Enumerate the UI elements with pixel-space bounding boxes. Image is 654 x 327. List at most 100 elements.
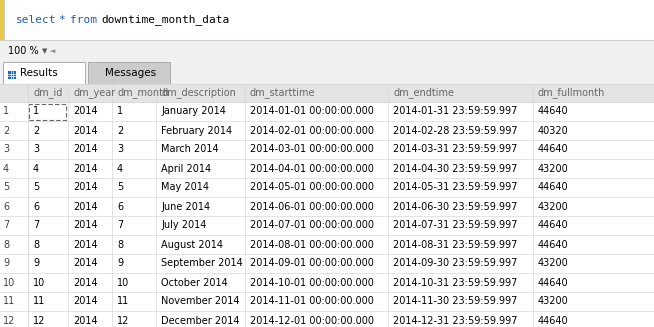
Text: dm_endtime: dm_endtime [393, 88, 454, 98]
Bar [0, 197, 654, 216]
Text: 2014: 2014 [73, 145, 97, 154]
Bar [8, 71, 16, 79]
Text: 40320: 40320 [538, 126, 569, 135]
Text: 7: 7 [3, 220, 9, 231]
Text: dm_year: dm_year [73, 88, 115, 98]
Text: 5: 5 [3, 182, 9, 193]
Text: 12: 12 [3, 316, 16, 325]
Text: 11: 11 [33, 297, 45, 306]
Text: 2014-05-31 23:59:59.997: 2014-05-31 23:59:59.997 [393, 182, 517, 193]
Text: 12: 12 [33, 316, 45, 325]
Bar [0, 311, 654, 327]
Text: January 2014: January 2014 [161, 107, 226, 116]
Text: 10: 10 [33, 278, 45, 287]
Text: 43200: 43200 [538, 297, 569, 306]
Bar [0, 140, 654, 159]
Bar [88, 62, 170, 84]
Bar [0, 159, 654, 178]
Text: December 2014: December 2014 [161, 316, 239, 325]
Text: 43200: 43200 [538, 201, 569, 212]
Bar [0, 121, 654, 140]
Text: 2014-02-01 00:00:00.000: 2014-02-01 00:00:00.000 [250, 126, 374, 135]
Text: 9: 9 [117, 259, 123, 268]
Text: April 2014: April 2014 [161, 164, 211, 174]
Text: *: * [58, 15, 65, 25]
Text: 44640: 44640 [538, 145, 568, 154]
Text: 2014-05-01 00:00:00.000: 2014-05-01 00:00:00.000 [250, 182, 374, 193]
Text: from: from [70, 15, 97, 25]
Text: 2014: 2014 [73, 126, 97, 135]
Text: 2: 2 [33, 126, 39, 135]
Text: 8: 8 [117, 239, 123, 250]
Bar [0, 62, 654, 84]
Text: June 2014: June 2014 [161, 201, 210, 212]
Text: 2014-11-01 00:00:00.000: 2014-11-01 00:00:00.000 [250, 297, 374, 306]
Text: 1: 1 [33, 107, 39, 116]
Text: 2014: 2014 [73, 220, 97, 231]
Text: 2014: 2014 [73, 278, 97, 287]
Text: dm_description: dm_description [161, 88, 236, 98]
Bar [0, 40, 654, 62]
Bar [0, 0, 4, 40]
Text: ▼: ▼ [42, 48, 47, 54]
Text: 2014: 2014 [73, 164, 97, 174]
Bar [3, 62, 85, 84]
Text: 2014-03-01 00:00:00.000: 2014-03-01 00:00:00.000 [250, 145, 374, 154]
Text: 10: 10 [117, 278, 129, 287]
Text: 2014-04-30 23:59:59.997: 2014-04-30 23:59:59.997 [393, 164, 517, 174]
Text: 43200: 43200 [538, 259, 569, 268]
Text: Messages: Messages [105, 68, 156, 78]
Text: 2014-03-31 23:59:59.997: 2014-03-31 23:59:59.997 [393, 145, 517, 154]
Text: dm_starttime: dm_starttime [250, 88, 315, 98]
Text: 8: 8 [3, 239, 9, 250]
Text: 3: 3 [33, 145, 39, 154]
Text: 2014-12-01 00:00:00.000: 2014-12-01 00:00:00.000 [250, 316, 374, 325]
Text: 4: 4 [3, 164, 9, 174]
Text: 3: 3 [3, 145, 9, 154]
Bar [0, 273, 654, 292]
Bar [4, 0, 5, 40]
Text: 44640: 44640 [538, 182, 568, 193]
Text: 2014-01-01 00:00:00.000: 2014-01-01 00:00:00.000 [250, 107, 374, 116]
Text: 44640: 44640 [538, 278, 568, 287]
Text: 2: 2 [3, 126, 9, 135]
Text: select: select [16, 15, 56, 25]
Text: July 2014: July 2014 [161, 220, 207, 231]
Text: 2014-04-01 00:00:00.000: 2014-04-01 00:00:00.000 [250, 164, 374, 174]
Bar [0, 84, 654, 102]
Text: 2014: 2014 [73, 239, 97, 250]
Text: 2014-10-31 23:59:59.997: 2014-10-31 23:59:59.997 [393, 278, 517, 287]
Text: 2014: 2014 [73, 107, 97, 116]
Bar [0, 178, 654, 197]
Text: 2014-08-31 23:59:59.997: 2014-08-31 23:59:59.997 [393, 239, 517, 250]
Text: 10: 10 [3, 278, 15, 287]
Text: October 2014: October 2014 [161, 278, 228, 287]
Text: 2014-01-31 23:59:59.997: 2014-01-31 23:59:59.997 [393, 107, 517, 116]
Text: May 2014: May 2014 [161, 182, 209, 193]
Text: 2014: 2014 [73, 182, 97, 193]
Text: 11: 11 [117, 297, 129, 306]
Text: dm_fullmonth: dm_fullmonth [538, 88, 606, 98]
Bar [0, 254, 654, 273]
Text: February 2014: February 2014 [161, 126, 232, 135]
Text: 7: 7 [117, 220, 123, 231]
Text: 2014-12-31 23:59:59.997: 2014-12-31 23:59:59.997 [393, 316, 517, 325]
Text: August 2014: August 2014 [161, 239, 223, 250]
Text: 1: 1 [3, 107, 9, 116]
Text: 9: 9 [33, 259, 39, 268]
Bar [0, 292, 654, 311]
Text: dm_id: dm_id [33, 88, 62, 98]
Text: September 2014: September 2014 [161, 259, 243, 268]
Text: 2014-07-01 00:00:00.000: 2014-07-01 00:00:00.000 [250, 220, 374, 231]
Text: 2014: 2014 [73, 259, 97, 268]
Text: 2014-09-30 23:59:59.997: 2014-09-30 23:59:59.997 [393, 259, 517, 268]
Text: 2014-02-28 23:59:59.997: 2014-02-28 23:59:59.997 [393, 126, 517, 135]
Text: 43200: 43200 [538, 164, 569, 174]
Bar [0, 235, 654, 254]
Text: dm_month: dm_month [117, 88, 169, 98]
Text: 2014-09-01 00:00:00.000: 2014-09-01 00:00:00.000 [250, 259, 374, 268]
Text: 6: 6 [3, 201, 9, 212]
Text: 3: 3 [117, 145, 123, 154]
Text: 2014-06-01 00:00:00.000: 2014-06-01 00:00:00.000 [250, 201, 374, 212]
Text: 44640: 44640 [538, 239, 568, 250]
